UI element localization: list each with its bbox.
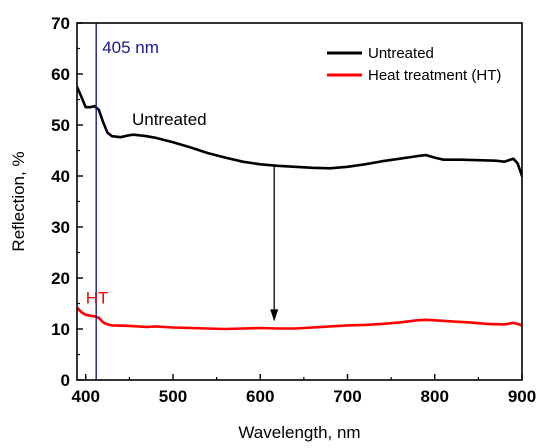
series-line-1	[77, 306, 522, 331]
x-tick-label: 600	[246, 387, 274, 406]
series-line-0	[77, 85, 522, 178]
y-tick-label: 0	[61, 371, 70, 390]
y-tick-label: 50	[51, 116, 70, 135]
x-axis-title: Wavelength, nm	[238, 423, 360, 442]
y-axis-title: Reflection, %	[9, 151, 28, 251]
x-tick-label: 800	[421, 387, 449, 406]
legend-label-0: Untreated	[368, 45, 434, 62]
annotation-1: HT	[86, 289, 109, 308]
y-axis-ticks: 0 10 20 30 40 50 60 70	[51, 14, 83, 390]
series-layer	[77, 85, 522, 331]
x-tick-label: 900	[508, 387, 536, 406]
x-tick-label: 500	[159, 387, 187, 406]
x-tick-label: 700	[333, 387, 361, 406]
y-tick-label: 30	[51, 218, 70, 237]
y-tick-label: 20	[51, 269, 70, 288]
y-tick-label: 70	[51, 14, 70, 33]
arrow-head	[270, 309, 279, 322]
curve-annotations: Untreated HT	[86, 110, 207, 308]
wavelength-marker-label: 405 nm	[102, 38, 159, 57]
legend-label-1: Heat treatment (HT)	[368, 67, 501, 84]
y-tick-label: 40	[51, 167, 70, 186]
legend: Untreated Heat treatment (HT)	[327, 45, 501, 84]
y-tick-label: 10	[51, 320, 70, 339]
annotation-0: Untreated	[132, 110, 207, 129]
x-tick-label: 400	[72, 387, 100, 406]
y-tick-label: 60	[51, 65, 70, 84]
reduction-arrow	[270, 165, 279, 322]
x-axis-ticks: 400 500 600 700 800 900	[72, 374, 536, 406]
